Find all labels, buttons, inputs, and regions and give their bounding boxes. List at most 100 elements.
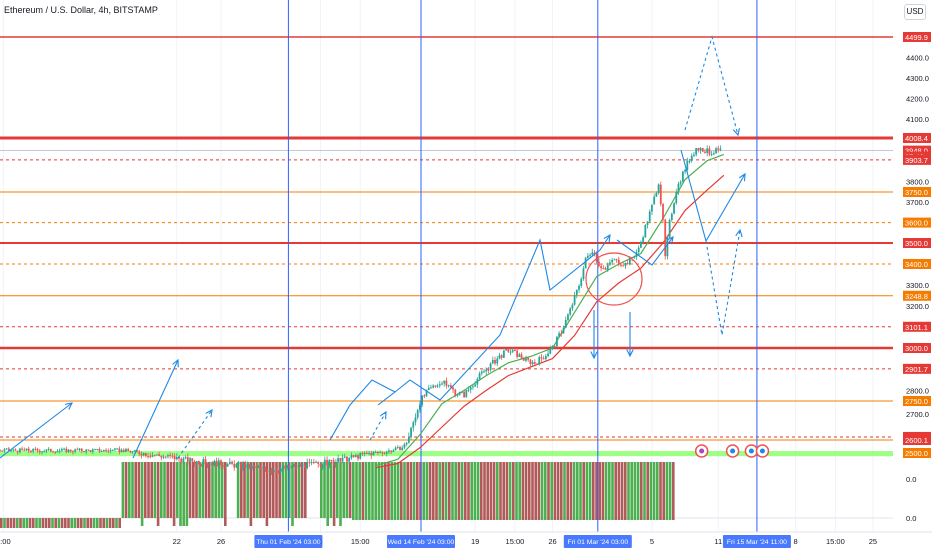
trend-arrow[interactable] [680,149,745,243]
candle-body [465,390,468,398]
time-highlight-badge[interactable] [387,535,456,548]
time-tick-label: 15:00 [826,537,845,546]
candle-body [518,354,521,357]
candle-body [220,460,222,466]
highlight-circle[interactable] [585,252,643,306]
candle-body [198,460,200,465]
price-label-badge[interactable] [903,363,931,374]
price-label-badge[interactable] [903,145,931,156]
oscillator-bar [403,462,406,520]
oscillator-bar [582,462,585,520]
time-tick-label: 15:00 [506,537,525,546]
time-highlight-badge[interactable] [722,535,791,548]
candle-body [359,452,362,459]
trend-arrow[interactable] [329,235,610,441]
price-label-badge[interactable] [903,133,931,143]
trend-arrow[interactable] [616,237,673,266]
candle-body [602,268,605,270]
projection-arrow[interactable] [177,410,212,459]
oscillator-bar [339,462,342,526]
candle-body [12,449,15,451]
candle-body [284,466,286,469]
candle-body [396,446,399,448]
candle-body [688,160,691,162]
candle-body [297,464,300,468]
candle-body [52,451,54,453]
candle-body [664,219,667,257]
oscillator-bar [515,462,518,520]
price-label-text: 3000.0 [905,344,928,353]
oscillator-bar [512,462,515,520]
candle-body [191,458,194,462]
oscillator-bar [246,462,249,518]
price-label-badge[interactable] [903,259,931,269]
oscillator-bar [208,462,211,518]
oscillator-bar [358,462,361,520]
candle-body [620,264,622,266]
trend-arrow[interactable] [132,360,178,459]
price-label-badge[interactable] [903,290,931,301]
price-label-badge[interactable] [903,343,931,353]
time-tick-label: 8 [794,537,798,546]
time-tick-label: 25 [869,537,877,546]
candle-body [392,450,395,452]
oscillator-tick-label: 0.0 [906,514,916,523]
candle-body [116,448,119,450]
oscillator-bar [115,518,118,528]
trend-arrow[interactable] [0,403,72,459]
candle-body [542,358,545,360]
candle-body [156,454,158,456]
candle-body [14,449,17,451]
price-label-text: 2600.1 [905,436,928,445]
projection-arrow[interactable] [705,230,740,336]
candle-body [350,455,353,458]
oscillator-bar [12,518,16,528]
oscillator-bar [108,518,112,528]
time-highlight-badge[interactable] [563,535,632,548]
candle-body [695,148,698,155]
candle-body [72,451,74,453]
oscillator-bar [361,462,365,520]
price-label-badge[interactable] [903,238,931,248]
candle-body [628,257,631,265]
price-label-text: 2901.7 [905,365,928,374]
time-highlight-badge[interactable] [254,535,323,548]
oscillator-bar [473,462,477,520]
chart-title: Ethereum / U.S. Dollar, 4h, BITSTAMP [4,5,158,15]
candle-body [511,350,514,352]
oscillator-bar [3,518,6,528]
price-label-badge[interactable] [903,435,931,445]
candle-body [520,354,523,359]
price-label-badge[interactable] [903,187,931,197]
oscillator-bar [128,462,131,518]
price-label-badge[interactable] [903,32,931,42]
candle-body [169,455,172,457]
time-tick-label: 26 [217,537,225,546]
oscillator-bar [6,518,9,528]
oscillator-bar [486,462,489,520]
oscillator-bar [425,462,429,520]
candle-body [553,346,556,348]
candle-body [516,350,519,357]
oscillator-bar [390,462,393,520]
oscillator-bar [627,462,630,520]
price-label-badge[interactable] [903,217,931,228]
price-label-badge[interactable] [903,396,931,406]
oscillator-bar [662,462,665,520]
oscillator-bar [192,462,195,518]
oscillator-bar [560,462,563,520]
candle-body [27,448,30,451]
candle-body [427,387,430,391]
oscillator-bar [220,462,224,518]
price-label-text: 3500.0 [905,239,928,248]
projection-arrow[interactable] [684,34,738,135]
oscillator-bar [620,462,624,520]
currency-button[interactable]: USD [904,4,926,20]
price-label-badge[interactable] [903,321,931,332]
price-label-badge[interactable] [903,154,931,165]
projection-arrow[interactable] [369,412,386,441]
candle-body [308,462,311,464]
candle-body [449,385,452,388]
price-label-badge[interactable] [903,448,931,458]
